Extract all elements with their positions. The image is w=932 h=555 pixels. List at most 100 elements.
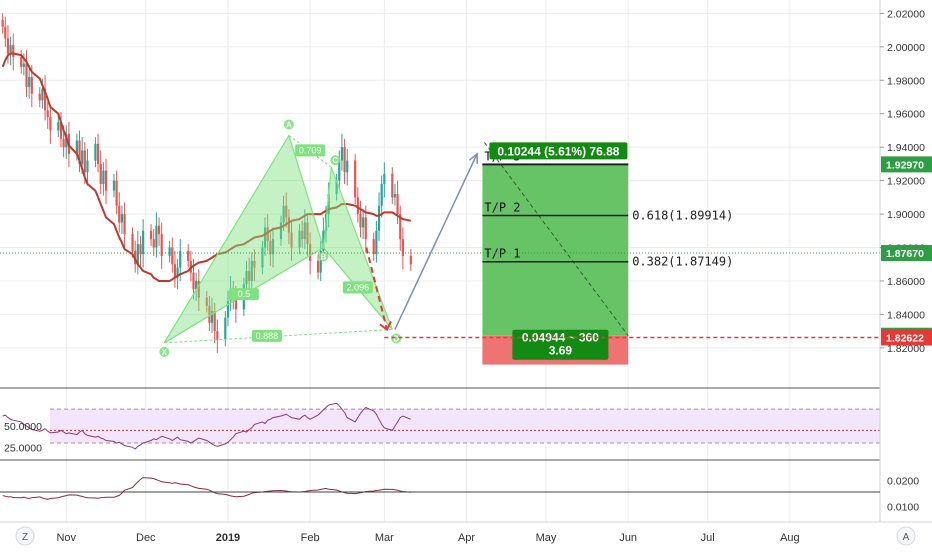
- long-position-tool[interactable]: T/P 3T/P 20.618(1.89914)T/P 10.382(1.871…: [482, 142, 733, 365]
- candle-body: [78, 140, 81, 164]
- candle-body: [49, 117, 52, 131]
- price-axis-label: 1.92000: [887, 176, 925, 188]
- candle-body: [20, 56, 23, 67]
- candle-body: [356, 197, 359, 215]
- candle-body: [25, 63, 28, 87]
- candle-body: [301, 230, 304, 240]
- pattern-point-marker: [391, 333, 402, 344]
- candle-body: [362, 217, 365, 228]
- candle-body: [253, 260, 256, 268]
- left-corner-button[interactable]: Z: [15, 526, 35, 546]
- candle-body: [364, 217, 367, 240]
- time-axis-label: Jun: [619, 532, 637, 544]
- candle-body: [290, 232, 293, 248]
- candle-body: [157, 225, 161, 235]
- pattern-ratio-box: [342, 281, 373, 294]
- oscillator-axis-label: 25.0000: [4, 442, 42, 454]
- entry-label-box: [512, 329, 609, 360]
- candle-body: [118, 205, 121, 223]
- candle-body: [399, 214, 402, 240]
- time-axis-label: Mar: [375, 532, 394, 544]
- pattern-ratio-box: [295, 144, 326, 157]
- candle-body: [149, 230, 153, 240]
- long-position-profit-zone[interactable]: [482, 164, 629, 336]
- candle-body: [168, 247, 171, 256]
- candle-body: [139, 244, 142, 255]
- candle-body: [327, 194, 330, 215]
- price-axis-label: 1.98000: [887, 75, 925, 87]
- price-axis-label: 2.02000: [887, 8, 925, 20]
- candle-body: [142, 230, 145, 255]
- candle-body: [152, 239, 155, 248]
- candle-body: [28, 76, 31, 87]
- candle-body: [57, 122, 60, 131]
- candle-body: [46, 110, 49, 118]
- pattern-point-label: X: [162, 348, 168, 357]
- candle-body: [197, 280, 200, 298]
- oscillator-axis-label: 50.0000: [4, 421, 42, 433]
- candle-body: [271, 239, 275, 255]
- candle-body: [4, 26, 7, 39]
- pattern-point-marker: [318, 251, 329, 262]
- candle-body: [86, 160, 89, 173]
- projection-arrowhead: [379, 321, 392, 331]
- candle-body: [22, 63, 25, 67]
- candle-body: [393, 194, 397, 198]
- pattern-ratio-box: [228, 288, 259, 301]
- pattern-ratio-label: 0.709: [299, 145, 322, 155]
- time-axis-label: 2019: [216, 532, 240, 544]
- long-position-diagonal: [484, 142, 629, 337]
- time-axis-label: Feb: [301, 532, 320, 544]
- candle-body: [173, 264, 177, 278]
- price-axis-label: 1.94000: [887, 142, 925, 154]
- price-badge: [881, 329, 932, 346]
- candle-body: [359, 214, 362, 228]
- candle-body: [99, 163, 102, 184]
- candle-body: [9, 45, 12, 54]
- target-arrow-head: [468, 152, 478, 164]
- pattern-point-label: D: [393, 334, 399, 343]
- pattern-point-label: B: [320, 253, 326, 262]
- candle-body: [340, 147, 344, 161]
- candle-body: [346, 160, 349, 173]
- candle-body: [115, 180, 118, 206]
- candle-body: [187, 250, 190, 261]
- candle-body: [12, 45, 15, 57]
- target-label-box: [489, 142, 628, 160]
- candle-body: [285, 205, 288, 218]
- candle-body: [234, 297, 238, 310]
- price-axis-label: 1.90000: [887, 209, 925, 221]
- time-axis-label: Jul: [701, 532, 715, 544]
- candle-body: [30, 76, 33, 94]
- candle-body: [41, 88, 44, 101]
- time-axis[interactable]: Nov Dec 2019 Feb Mar Apr May Jun Jul Aug: [56, 532, 799, 544]
- candle-body: [104, 170, 108, 191]
- candle-body: [6, 38, 10, 54]
- harmonic-pattern[interactable]: X A B C D 0.5 0.709 2.096 0.888: [159, 119, 402, 357]
- candle-body: [38, 93, 41, 101]
- candle-body: [210, 311, 214, 323]
- indicator-axis-label: 0.0100: [887, 502, 919, 514]
- candle-body: [269, 240, 272, 255]
- price-axis-label: 1.86000: [887, 276, 925, 288]
- oscillator-series: [2, 402, 411, 450]
- time-axis-label: Apr: [458, 532, 475, 544]
- price-badge-label: 1.87670: [886, 248, 924, 260]
- candle-body: [248, 270, 251, 281]
- candle-body: [176, 267, 179, 278]
- candle-body: [112, 180, 116, 191]
- candle-body: [375, 230, 378, 255]
- time-axis-label: Nov: [56, 532, 76, 544]
- pattern-ratio-label: 0.5: [238, 289, 251, 299]
- candle-body: [123, 214, 126, 235]
- candle-body: [81, 150, 84, 164]
- pattern-point-marker: [283, 119, 294, 130]
- right-corner-button[interactable]: A: [896, 526, 916, 546]
- pattern-ratio-label: 0.888: [256, 331, 279, 341]
- pattern-leg-xd: [164, 328, 393, 344]
- candle-body: [383, 173, 386, 184]
- time-axis-label: Aug: [780, 532, 800, 544]
